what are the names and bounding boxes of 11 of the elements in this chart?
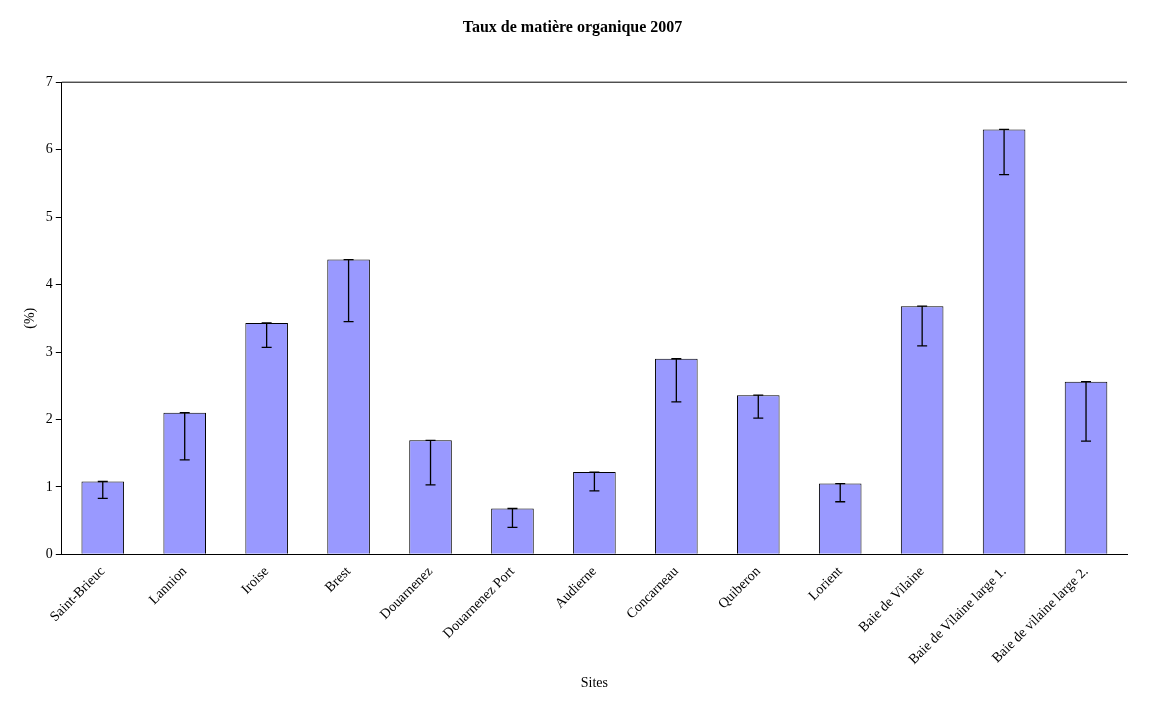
y-tick-label: 1 xyxy=(45,478,53,494)
y-axis-title: (%) xyxy=(22,307,39,329)
y-tick-label: 3 xyxy=(45,343,53,359)
y-tick-label: 5 xyxy=(45,208,53,224)
y-tick-label: 2 xyxy=(45,411,53,427)
y-tick-label: 7 xyxy=(45,73,53,89)
x-axis-title: Sites xyxy=(580,675,609,691)
y-tick-label: 6 xyxy=(45,141,53,157)
chart-title: Taux de matière organique 2007 xyxy=(462,17,683,36)
y-tick-label: 0 xyxy=(45,546,53,562)
y-tick-label: 4 xyxy=(45,276,53,292)
